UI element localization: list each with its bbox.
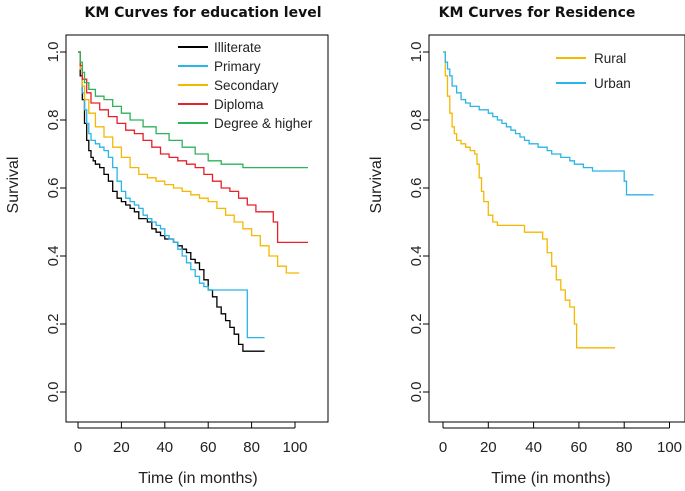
plot-frame: [65, 34, 329, 423]
x-tick-label: 20: [113, 439, 130, 456]
series-lines: [443, 51, 654, 349]
x-tick-label: 100: [657, 439, 682, 456]
x-axis-label: Time (in months): [491, 470, 610, 487]
series-line-diploma: [78, 51, 308, 244]
x-tick-label: 40: [525, 439, 542, 456]
series-line-primary: [78, 51, 265, 339]
y-tick-label: 0.6: [408, 178, 425, 199]
y-ticks: 0.0 0.2 0.4 0.6 0.8 1.0: [45, 42, 66, 403]
legend-label: Illiterate: [214, 40, 261, 55]
x-ticks: 0 20 40 60 80 100: [439, 422, 682, 456]
x-tick-label: 0: [439, 439, 447, 456]
x-tick-label: 80: [616, 439, 633, 456]
y-tick-label: 0.2: [45, 314, 62, 335]
y-axis-label: Survival: [368, 157, 385, 214]
y-tick-label: 0.0: [408, 382, 425, 403]
legend-label: Urban: [594, 76, 631, 91]
legend-label: Diploma: [214, 97, 264, 112]
y-tick-label: 0.2: [408, 314, 425, 335]
series-line-rural: [443, 51, 616, 349]
legend: Illiterate Primary Secondary Diploma Deg…: [178, 40, 313, 131]
x-tick-label: 0: [74, 439, 82, 456]
legend-label: Secondary: [214, 78, 279, 93]
x-tick-label: 40: [156, 439, 173, 456]
chart-title: KM Curves for education level: [84, 5, 321, 21]
series-line-secondary: [78, 51, 300, 274]
y-tick-label: 0.0: [45, 382, 62, 403]
y-tick-label: 1.0: [408, 42, 425, 63]
x-tick-label: 60: [571, 439, 588, 456]
y-tick-label: 0.4: [45, 246, 62, 267]
chart-education: KM Curves for education level Survival T…: [5, 5, 329, 487]
series-lines: [78, 51, 308, 352]
x-ticks: 0 20 40 60 80 100: [74, 422, 308, 456]
y-axis-label: Survival: [5, 157, 22, 214]
y-tick-label: 1.0: [45, 42, 62, 63]
x-tick-label: 60: [200, 439, 217, 456]
legend: Rural Urban: [556, 51, 631, 91]
series-line-illiterate: [78, 51, 265, 352]
y-tick-label: 0.6: [45, 178, 62, 199]
y-tick-label: 0.4: [408, 246, 425, 267]
x-axis-label: Time (in months): [138, 470, 257, 487]
legend-label: Rural: [594, 51, 626, 66]
series-line-degree-higher: [78, 51, 308, 169]
legend-label: Primary: [214, 59, 261, 74]
series-line-urban: [443, 51, 654, 196]
x-tick-label: 100: [282, 439, 307, 456]
chart-residence: KM Curves for Residence Survival Time (i…: [368, 5, 685, 487]
y-ticks: 0.0 0.2 0.4 0.6 0.8 1.0: [408, 42, 429, 403]
legend-label: Degree & higher: [214, 116, 313, 131]
x-tick-label: 80: [243, 439, 260, 456]
y-tick-label: 0.8: [408, 110, 425, 131]
plot-frame: [428, 34, 685, 423]
chart-title: KM Curves for Residence: [439, 5, 636, 21]
x-tick-label: 20: [480, 439, 497, 456]
y-tick-label: 0.8: [45, 110, 62, 131]
